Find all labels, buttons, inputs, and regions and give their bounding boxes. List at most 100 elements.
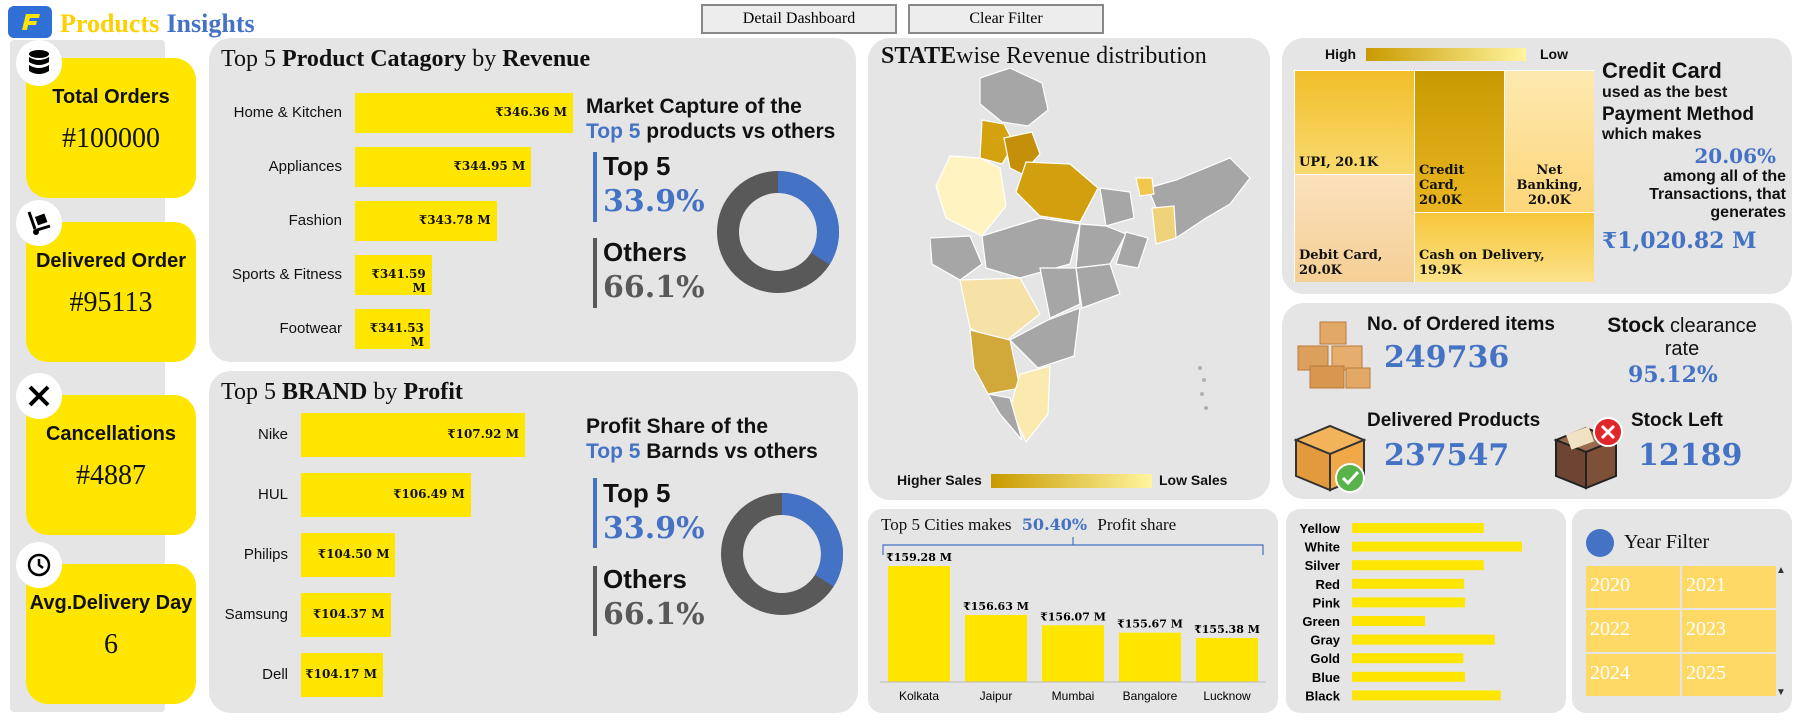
bar[interactable] bbox=[301, 533, 396, 577]
color-label: Pink bbox=[1313, 595, 1341, 610]
map-region-telangana-ap bbox=[1008, 307, 1081, 369]
top5-label: Top 5 bbox=[603, 478, 671, 508]
year-button-2021[interactable]: 2021 bbox=[1682, 566, 1776, 608]
ordered-items-label: No. of Ordered items bbox=[1367, 314, 1555, 335]
color-label: Red bbox=[1315, 577, 1340, 592]
bar[interactable] bbox=[301, 653, 383, 697]
color-bar bbox=[1352, 653, 1464, 664]
map-legend-high: Higher Sales bbox=[897, 472, 982, 488]
clear-filter-button[interactable]: Clear Filter bbox=[908, 4, 1104, 34]
stock-left-label: Stock Left bbox=[1631, 410, 1723, 431]
color-label: Gray bbox=[1310, 633, 1340, 648]
bar[interactable] bbox=[355, 201, 497, 241]
treemap-tile-credit-card[interactable]: Credit Card, 20.0K bbox=[1414, 70, 1504, 212]
year-button-2020[interactable]: 2020 bbox=[1586, 566, 1680, 608]
bar[interactable] bbox=[301, 473, 471, 517]
kpi-value: #4887 bbox=[76, 460, 146, 491]
delivered-products-label: Delivered Products bbox=[1367, 410, 1541, 431]
year-button-2024[interactable]: 2024 bbox=[1586, 654, 1680, 696]
ordered-items-value: 249736 bbox=[1384, 340, 1510, 375]
city-bar bbox=[888, 566, 950, 682]
kpi-value: #100000 bbox=[62, 123, 160, 154]
bar-value-label: ₹104.50 M bbox=[317, 547, 390, 561]
donut-top5-slice bbox=[721, 493, 843, 615]
map-region-odisha bbox=[1075, 263, 1121, 309]
bar-label: Sports & Fitness bbox=[231, 266, 342, 283]
close-icon bbox=[16, 373, 62, 419]
color-bar bbox=[1352, 578, 1465, 589]
city-axis-label: Kolkata bbox=[899, 689, 939, 703]
treemap-tile-cod[interactable]: Cash on Delivery, 19.9K bbox=[1414, 212, 1594, 282]
delivered-products-value: 237547 bbox=[1384, 438, 1510, 473]
brand-logo bbox=[8, 6, 52, 38]
payment-legend-low: Low bbox=[1540, 46, 1568, 62]
treemap-tile-net-banking[interactable]: Net Banking, 20.0K bbox=[1504, 70, 1594, 212]
color-label: White bbox=[1305, 540, 1340, 555]
kpi-title: Cancellations bbox=[45, 423, 177, 445]
bar-value-label: ₹343.78 M bbox=[418, 213, 491, 227]
city-bar-value: ₹159.28 M bbox=[886, 551, 952, 564]
treemap-tile-upi[interactable]: UPI, 20.1K bbox=[1294, 70, 1414, 174]
bar-label: Philips bbox=[243, 546, 288, 563]
category-share-heading: Market Capture of the Top 5 products vs … bbox=[586, 95, 836, 143]
map-region-chhattisgarh bbox=[1039, 267, 1081, 319]
kpi-title: Delivered Order bbox=[35, 250, 187, 272]
kpi-value: 6 bbox=[104, 629, 118, 660]
bar-value-label: ₹346.36 M bbox=[495, 105, 567, 119]
bar[interactable] bbox=[355, 309, 430, 349]
database-icon bbox=[16, 40, 62, 86]
city-axis-label: Jaipur bbox=[980, 689, 1013, 703]
map-region-maharashtra bbox=[959, 277, 1041, 345]
treemap-tile-debit-card[interactable]: Debit Card, 20.0K bbox=[1294, 174, 1414, 282]
year-filter-scrollbar[interactable]: ▲ ▼ bbox=[1776, 565, 1786, 698]
map-region-sikkim bbox=[1135, 177, 1155, 197]
brand-share-heading: Profit Share of the Top 5 Barnds vs othe… bbox=[586, 415, 818, 463]
kpi-total-orders: Total Orders #100000 bbox=[26, 58, 196, 198]
others-accent-line bbox=[593, 238, 597, 308]
city-bar-value: ₹155.38 M bbox=[1194, 623, 1260, 636]
bar-value-label: ₹104.17 M bbox=[305, 667, 377, 681]
stock-left-value: 12189 bbox=[1638, 438, 1743, 473]
year-button-2023[interactable]: 2023 bbox=[1682, 610, 1776, 652]
filter-icon bbox=[1586, 529, 1614, 557]
city-axis-label: Lucknow bbox=[1203, 689, 1251, 703]
others-percent: 66.1% bbox=[603, 270, 705, 305]
cities-bar-chart: ₹159.28 M Kolkata ₹156.63 M Jaipur ₹156.07 M… bbox=[880, 551, 1266, 703]
map-region-tripura bbox=[1151, 205, 1177, 245]
map-region-up bbox=[1015, 161, 1099, 223]
bar[interactable] bbox=[301, 413, 525, 457]
bar-label: Footwear bbox=[279, 320, 342, 337]
color-label: Green bbox=[1302, 614, 1340, 629]
bar[interactable] bbox=[355, 93, 573, 133]
year-button-2025[interactable]: 2025 bbox=[1682, 654, 1776, 696]
color-label: Silver bbox=[1305, 558, 1340, 573]
bar-value-label: ₹341.53 M bbox=[369, 321, 424, 349]
stock-left-box-icon bbox=[1553, 417, 1623, 490]
brand-share-donut bbox=[721, 493, 843, 615]
city-bar bbox=[965, 614, 1027, 682]
india-map bbox=[930, 68, 1251, 444]
detail-dashboard-button[interactable]: Detail Dashboard bbox=[701, 4, 897, 34]
others-accent-line bbox=[593, 566, 597, 636]
year-button-2022[interactable]: 2022 bbox=[1586, 610, 1680, 652]
city-bar bbox=[1196, 638, 1258, 682]
bar[interactable] bbox=[355, 255, 432, 295]
city-bar-value: ₹156.63 M bbox=[963, 600, 1029, 613]
bar-label: Dell bbox=[262, 666, 288, 683]
bar[interactable] bbox=[355, 147, 532, 187]
bar[interactable] bbox=[301, 593, 391, 637]
bar-label: HUL bbox=[257, 486, 288, 503]
clock-icon bbox=[16, 542, 62, 588]
bar-value-label: ₹106.49 M bbox=[393, 487, 465, 501]
stock-clearance-label: Stock clearance rate bbox=[1607, 314, 1757, 360]
delivered-box-icon bbox=[1293, 424, 1367, 493]
year-filter-title: Year Filter bbox=[1624, 531, 1710, 553]
color-bar bbox=[1352, 616, 1426, 626]
city-bar-value: ₹155.67 M bbox=[1117, 618, 1183, 631]
stock-clearance-value: 95.12% bbox=[1628, 362, 1718, 388]
color-bar bbox=[1352, 671, 1466, 682]
bar-value-label: ₹341.59 M bbox=[371, 267, 426, 295]
map-region-karnataka bbox=[969, 329, 1021, 395]
map-panel-title: STATEwise Revenue distribution bbox=[881, 43, 1207, 69]
boxes-icon bbox=[1297, 321, 1371, 389]
